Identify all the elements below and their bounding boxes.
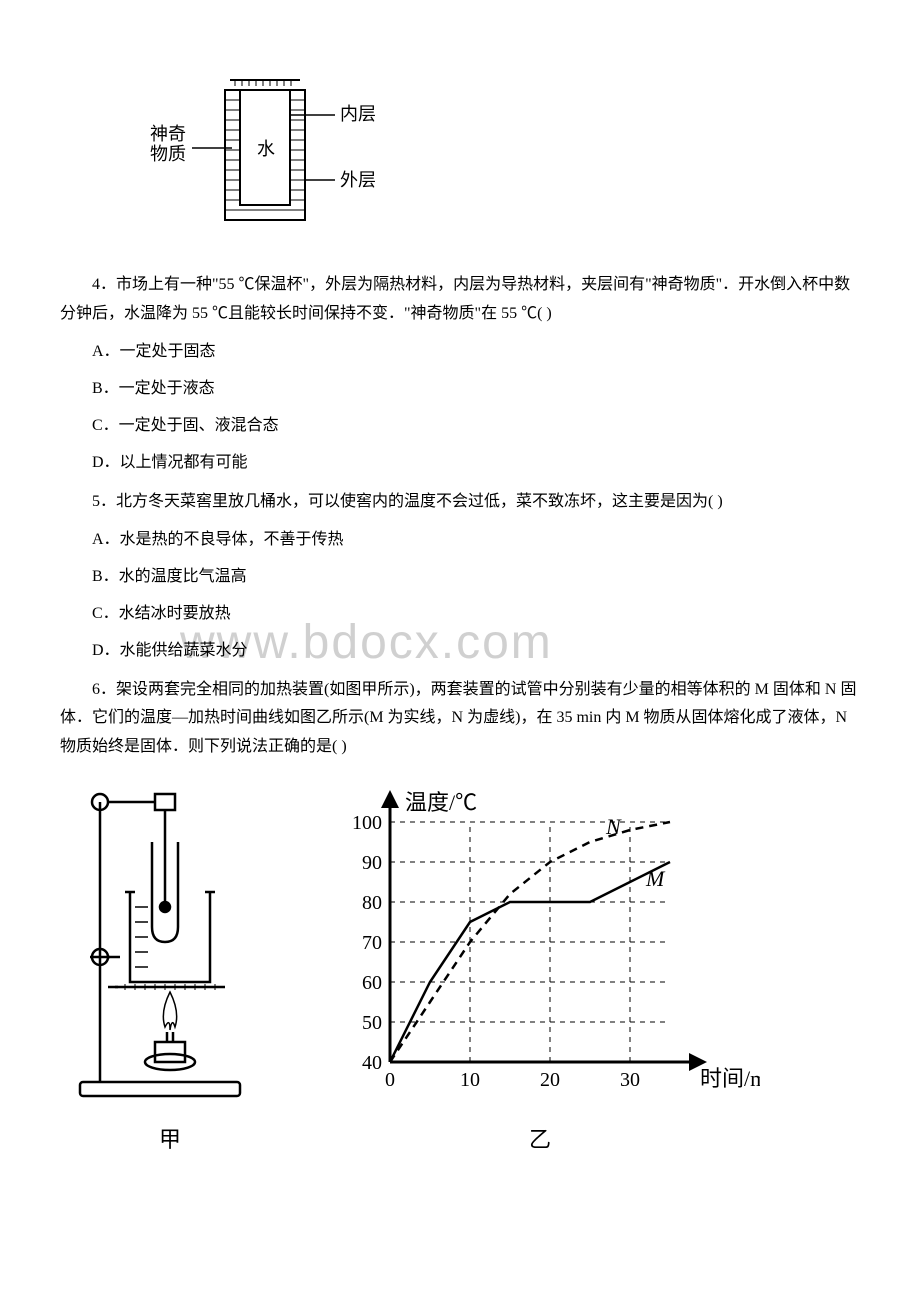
svg-text:100: 100 [352, 812, 382, 834]
cup-label-inner: 内层 [340, 104, 376, 124]
svg-text:10: 10 [460, 1069, 480, 1091]
temperature-chart: 40 50 60 70 80 90 100 0 10 20 30 温度/℃ 时间/min N M [320, 782, 760, 1112]
svg-text:时间/min: 时间/min [700, 1066, 760, 1091]
q5-option-b: B．水的温度比气温高 [60, 563, 860, 592]
q4-text: 4．市场上有一种"55 ℃保温杯"，外层为隔热材料，内层为导热材料，夹层间有"神… [60, 271, 860, 329]
q6-text: 6．架设两套完全相同的加热装置(如图甲所示)，两套装置的试管中分别装有少量的相等… [60, 676, 860, 762]
cup-diagram: 神奇 物质 水 内层 外层 [120, 60, 860, 251]
q5-option-a: A．水是热的不良导体，不善于传热 [60, 526, 860, 555]
svg-text:温度/℃: 温度/℃ [405, 790, 477, 815]
cup-label-outer: 外层 [340, 170, 376, 190]
q4-option-b: B．一定处于液态 [60, 375, 860, 404]
svg-text:40: 40 [362, 1052, 382, 1074]
q4-option-a: A．一定处于固态 [60, 338, 860, 367]
q4-option-d: D．以上情况都有可能 [60, 449, 860, 478]
fig-label-yi: 乙 [529, 1120, 551, 1160]
q5-option-d: D．水能供给蔬菜水分 [60, 637, 860, 666]
apparatus-diagram [60, 782, 280, 1112]
q5-option-c: C．水结冰时要放热 [60, 600, 860, 629]
svg-text:50: 50 [362, 1012, 382, 1034]
svg-text:90: 90 [362, 852, 382, 874]
svg-text:70: 70 [362, 932, 382, 954]
fig-label-jia: 甲 [159, 1120, 181, 1160]
svg-text:30: 30 [620, 1069, 640, 1091]
figure-row: 甲 40 50 60 70 80 90 100 0 10 20 30 温度/℃ 时间/min N M 乙 [60, 782, 860, 1160]
svg-text:20: 20 [540, 1069, 560, 1091]
cup-label-water: 水 [257, 139, 275, 159]
cup-label-shenqi: 神奇 [150, 124, 186, 144]
q4-option-c: C．一定处于固、液混合态 [60, 412, 860, 441]
q5-text: 5．北方冬天菜窖里放几桶水，可以使窖内的温度不会过低，菜不致冻坏，这主要是因为(… [60, 488, 860, 517]
svg-text:M: M [645, 866, 666, 891]
svg-text:0: 0 [385, 1069, 395, 1091]
cup-label-wuzhi: 物质 [150, 144, 186, 164]
svg-text:80: 80 [362, 892, 382, 914]
svg-text:N: N [605, 814, 622, 839]
svg-text:60: 60 [362, 972, 382, 994]
